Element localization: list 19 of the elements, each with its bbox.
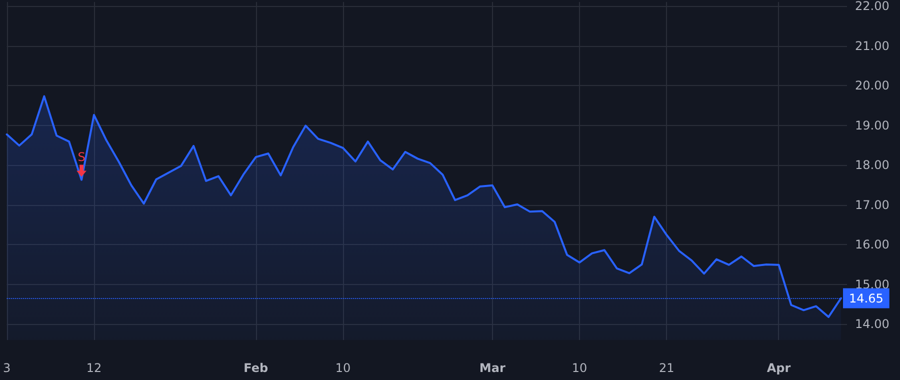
x-tick-label: Feb [244, 361, 268, 375]
y-tick-label: 14.00 [855, 317, 890, 332]
x-tick-label: Apr [766, 361, 791, 375]
y-tick-label: 16.00 [855, 238, 890, 252]
y-tick-label: 19.00 [855, 118, 890, 132]
ref-line-label: 14.65 [849, 291, 884, 306]
y-tick-label: 22.00 [855, 0, 890, 13]
y-tick-label: 21.00 [855, 38, 890, 53]
x-tick-label: Mar [479, 361, 506, 375]
y-tick-label: 15.00 [855, 277, 890, 292]
x-tick-label: 21 [659, 361, 674, 375]
y-tick-label: 20.00 [855, 78, 890, 93]
annotation: S [78, 150, 86, 164]
x-tick-label: 10 [572, 361, 588, 375]
y-tick-label: 17.00 [855, 198, 890, 212]
y-tick-label: 18.00 [855, 158, 890, 172]
x-tick-label: 3 [2, 361, 11, 375]
x-tick-label: 10 [335, 361, 351, 375]
x-tick-label: 12 [86, 361, 102, 375]
